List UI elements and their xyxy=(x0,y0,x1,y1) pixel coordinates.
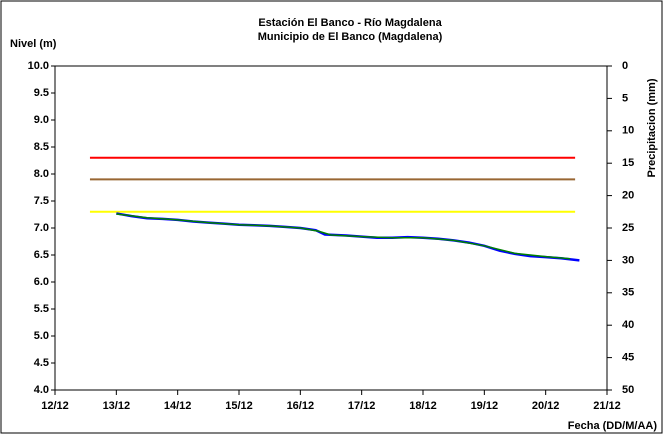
y-tick-label: 7.5 xyxy=(34,195,49,207)
y2-tick-label: 30 xyxy=(622,254,634,266)
y-tick-label: 5.0 xyxy=(34,330,49,342)
y-tick-label: 8.5 xyxy=(34,141,49,153)
x-tick-label: 21/12 xyxy=(593,400,621,412)
y2-tick-label: 10 xyxy=(622,125,634,137)
y-tick-label: 4.5 xyxy=(34,357,49,369)
x-tick-label: 20/12 xyxy=(532,400,560,412)
y2-tick-label: 45 xyxy=(622,352,634,364)
y2-tick-label: 25 xyxy=(622,222,634,234)
x-axis-label: Fecha (DD/M/AA) xyxy=(568,420,658,432)
y2-tick-label: 5 xyxy=(622,92,628,104)
x-tick-label: 17/12 xyxy=(348,400,376,412)
x-tick-label: 13/12 xyxy=(103,400,131,412)
x-tick-label: 12/12 xyxy=(41,400,69,412)
y2-tick-label: 35 xyxy=(622,287,634,299)
x-tick-label: 15/12 xyxy=(225,400,253,412)
chart-subtitle: Municipio de El Banco (Magdalena) xyxy=(258,31,443,43)
y-tick-label: 5.5 xyxy=(34,303,49,315)
y-tick-label: 9.0 xyxy=(34,114,49,126)
y2-axis-label: Precipitacion (mm) xyxy=(646,78,658,177)
x-tick-label: 18/12 xyxy=(409,400,437,412)
y-tick-label: 8.0 xyxy=(34,168,49,180)
y-axis-label: Nivel (m) xyxy=(10,38,57,50)
y-tick-label: 10.0 xyxy=(28,60,49,72)
chart-title: Estación El Banco - Río Magdalena xyxy=(258,17,442,29)
y-tick-label: 4.0 xyxy=(34,384,49,396)
y-tick-label: 6.5 xyxy=(34,249,49,261)
y-tick-label: 7.0 xyxy=(34,222,49,234)
series-line xyxy=(116,213,571,260)
x-tick-label: 16/12 xyxy=(287,400,315,412)
y2-tick-label: 0 xyxy=(622,60,628,72)
y-tick-label: 9.5 xyxy=(34,87,49,99)
y2-tick-label: 40 xyxy=(622,319,634,331)
y-tick-label: 6.0 xyxy=(34,276,49,288)
x-tick-label: 19/12 xyxy=(471,400,499,412)
x-tick-label: 14/12 xyxy=(164,400,192,412)
y2-tick-label: 20 xyxy=(622,190,634,202)
y2-tick-label: 15 xyxy=(622,157,634,169)
y2-tick-label: 50 xyxy=(622,384,634,396)
